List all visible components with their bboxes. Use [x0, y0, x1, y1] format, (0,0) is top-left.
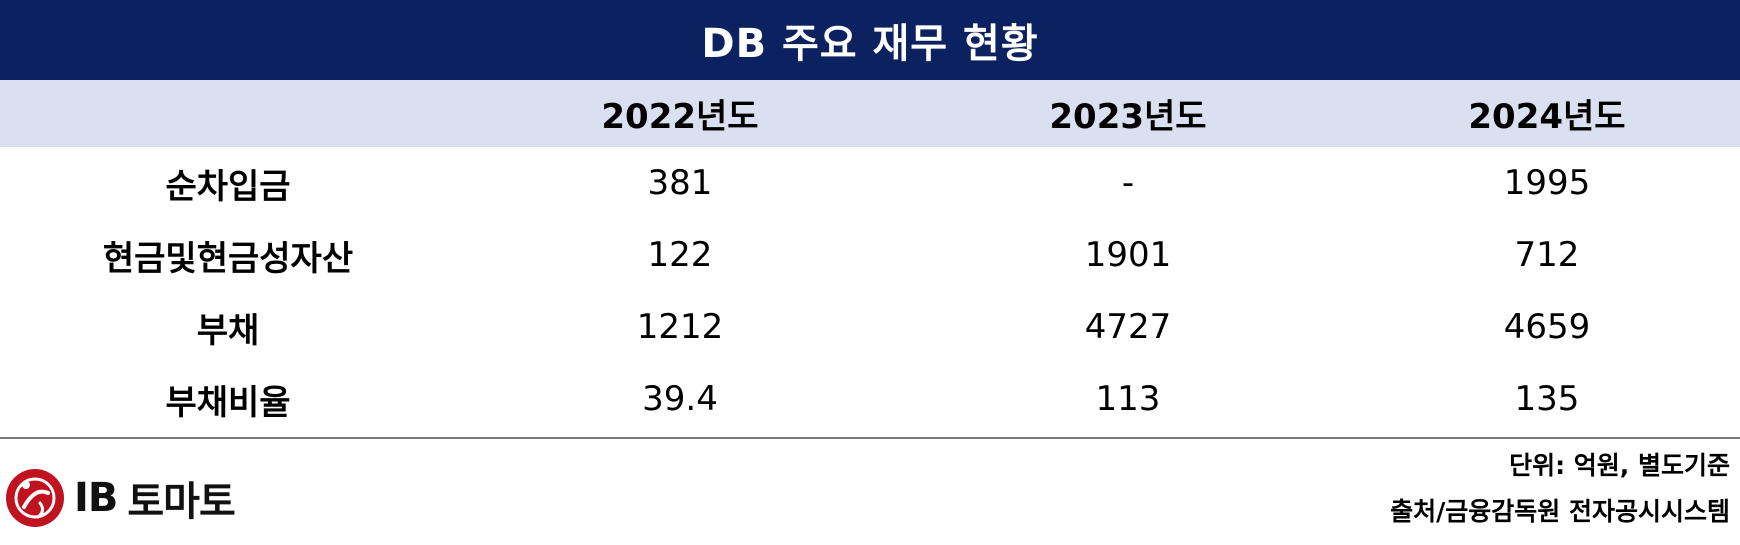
table-cell: 113: [1095, 379, 1161, 419]
table-row: 부채 1212 4727 4659: [0, 291, 1740, 363]
source-note: 출처/금융감독원 전자공시시스템: [1390, 497, 1730, 526]
column-header-2022: 2022년도: [601, 97, 759, 137]
column-header-2023: 2023년도: [1049, 97, 1207, 137]
table-cell: 1212: [636, 307, 724, 347]
table-cell: 135: [1514, 379, 1580, 419]
table-title-bar: DB 주요 재무 현황: [0, 0, 1740, 80]
logo-ib-text: IB: [74, 475, 118, 521]
row-label: 부채: [196, 310, 260, 351]
unit-note: 단위: 억원, 별도기준: [1509, 451, 1730, 480]
logo-name-text: 토마토: [127, 479, 235, 525]
table-cell: 712: [1514, 235, 1580, 275]
ib-tomato-logo-icon: [6, 469, 64, 527]
brand-logo: IB 토마토: [4, 463, 236, 533]
table-cell: 4659: [1503, 307, 1591, 347]
row-label: 부채비율: [165, 382, 291, 423]
table-cell: 381: [647, 163, 713, 203]
table-cell: -: [1121, 163, 1135, 203]
table-header-row: 2022년도 2023년도 2024년도: [0, 80, 1740, 147]
table-cell: 1901: [1084, 235, 1172, 275]
table-row: 현금및현금성자산 122 1901 712: [0, 219, 1740, 291]
table-cell: 4727: [1084, 307, 1172, 347]
table-cell: 1995: [1503, 163, 1591, 203]
table-row: 순차입금 381 - 1995: [0, 147, 1740, 219]
row-label: 현금및현금성자산: [102, 238, 354, 279]
row-label: 순차입금: [165, 166, 291, 207]
table-title: DB 주요 재무 현황: [701, 21, 1039, 67]
table-cell: 122: [647, 235, 713, 275]
table-row: 부채비율 39.4 113 135: [0, 363, 1740, 435]
column-header-2024: 2024년도: [1468, 97, 1626, 137]
table-cell: 39.4: [642, 379, 718, 419]
table-bottom-divider: [0, 437, 1740, 439]
